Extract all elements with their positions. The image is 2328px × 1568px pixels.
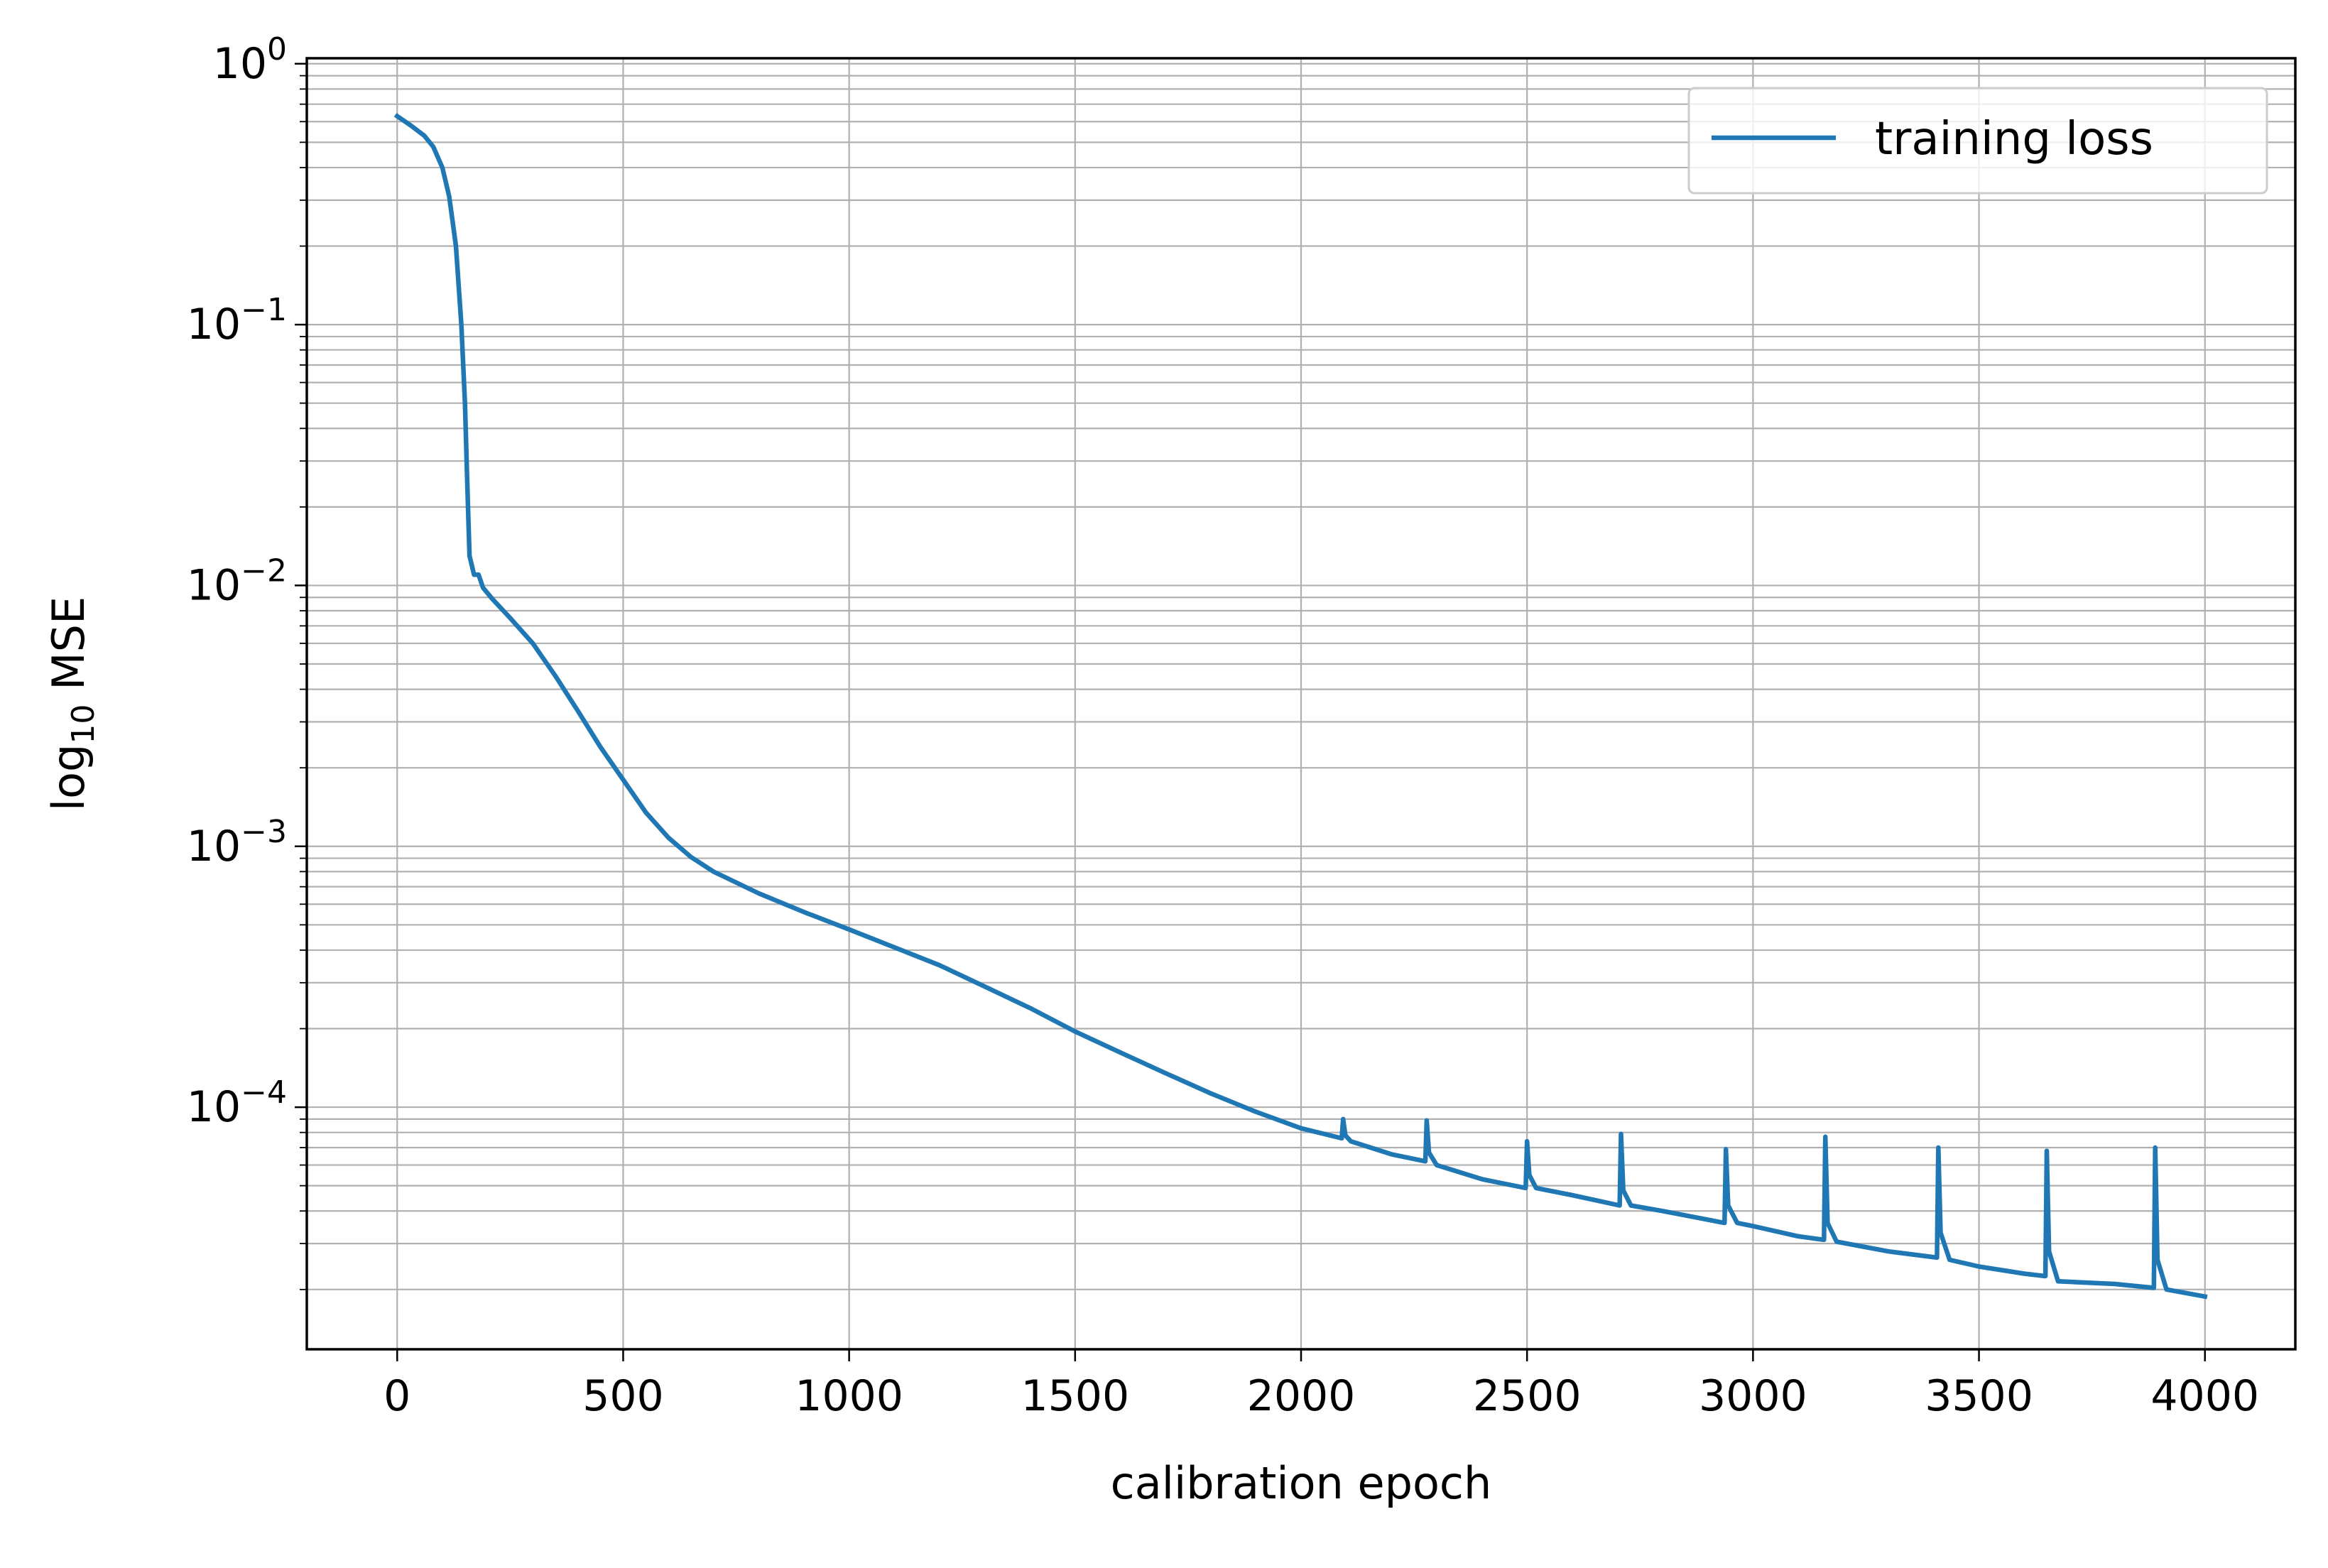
y-axis-label-subscript: 10 [65,704,102,744]
y-axis-label-rest: MSE [43,597,94,704]
axes-frame [305,57,2297,1351]
y-tick-label-exponent: −4 [241,1074,287,1111]
x-tick-label: 1500 [1021,1371,1129,1421]
x-tick-label: 3500 [1925,1371,2033,1421]
grid-lines [307,58,2295,1349]
tick-labels: 0 500 1000 1500 2000 2500 3000 3500 400010010−11… [187,31,2259,1421]
y-tick-label-exponent: −2 [241,552,287,589]
y-tick-label-base: 10 [187,822,241,871]
x-tick-label: 2500 [1473,1371,1582,1421]
x-tick-label: 500 [582,1371,664,1421]
x-axis-label: calibration epoch [1111,1457,1492,1509]
x-tick-label: 3000 [1699,1371,1807,1421]
y-tick-label-base: 10 [187,300,241,349]
y-tick-label: 10−3 [187,814,287,871]
y-tick-label-base: 10 [187,1082,241,1132]
x-tick-label: 4000 [2150,1371,2259,1421]
y-tick-label-base: 10 [213,39,267,89]
y-tick-label: 100 [213,31,287,89]
series-line-training-loss [393,112,2208,1300]
plot-area [393,112,2208,1300]
y-tick-label: 10−1 [187,292,287,349]
y-tick-label-exponent: −3 [241,814,287,850]
legend-box [1687,87,2268,195]
y-axis-label-base: log [43,744,94,812]
legend-label-training-loss: training loss [1875,113,2153,165]
y-tick-label-exponent: −1 [241,292,287,328]
y-tick-label-exponent: 0 [267,31,287,67]
y-axis-label: log10 MSE [43,597,102,811]
y-tick-label: 10−4 [187,1074,287,1132]
x-tick-label: 2000 [1247,1371,1356,1421]
x-tick-label: 1000 [795,1371,903,1421]
legend: training loss [1687,87,2268,195]
y-tick-label: 10−2 [187,552,287,610]
y-tick-label-base: 10 [187,560,241,610]
x-tick-label: 0 [384,1371,410,1421]
